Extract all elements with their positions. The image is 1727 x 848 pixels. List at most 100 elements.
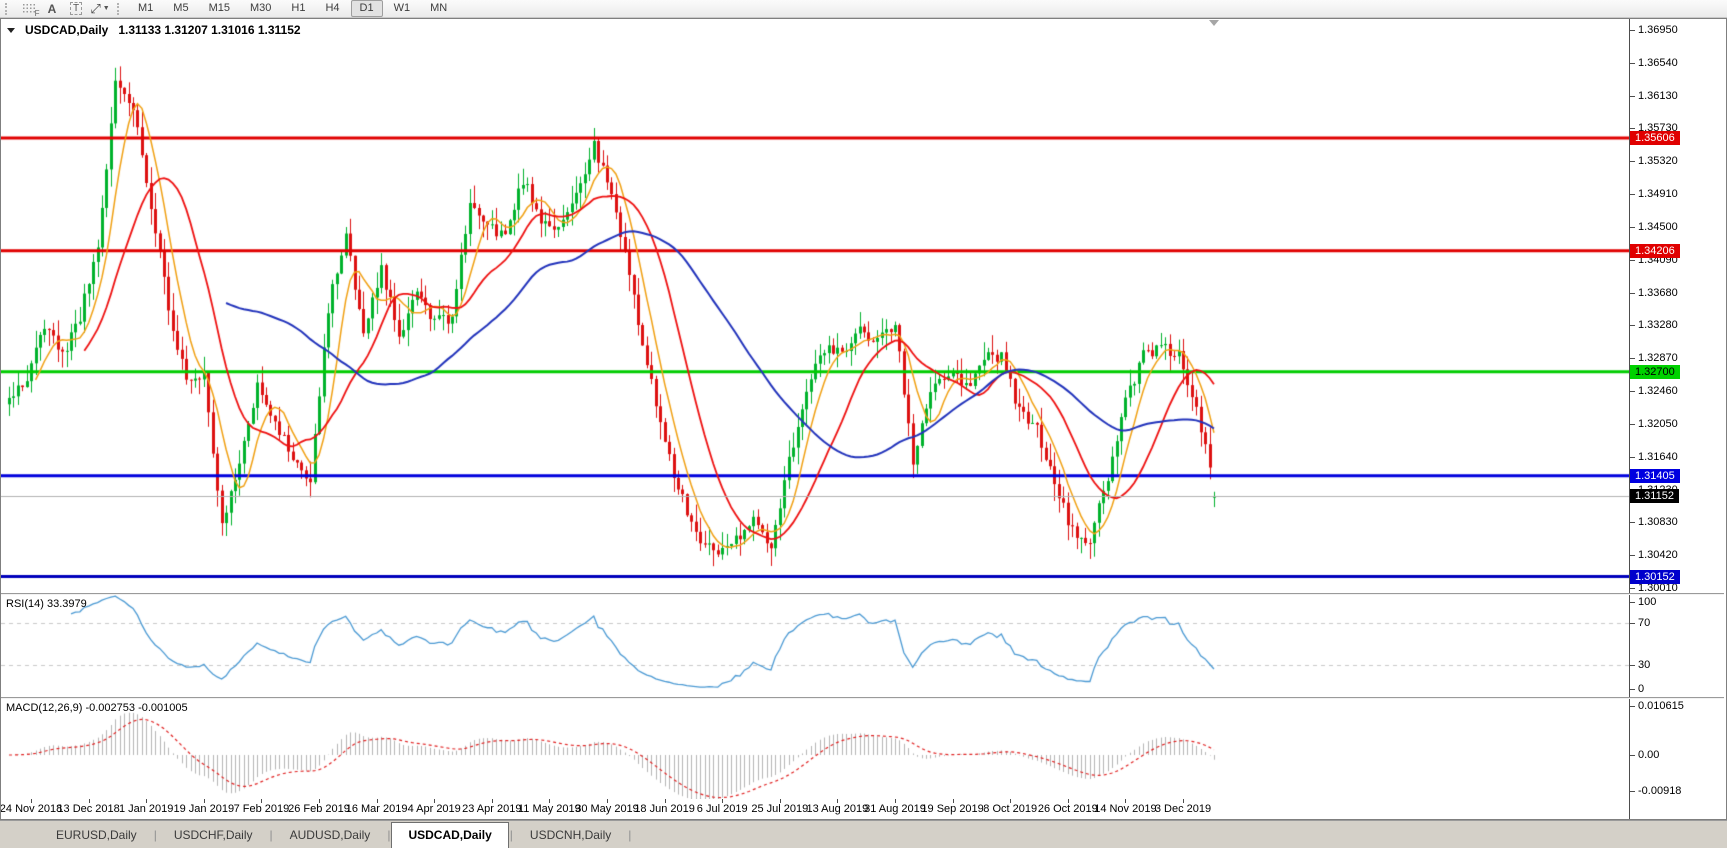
rsi-axis-tick: 30 <box>1630 659 1651 671</box>
price-marker-1.30152: 1.30152 <box>1630 569 1680 584</box>
candlestick-chart[interactable] <box>1 19 1629 593</box>
date-label: 11 May 2019 <box>517 803 581 815</box>
date-label: 25 Jul 2019 <box>751 803 809 815</box>
date-axis[interactable]: 24 Nov 2018 13 Dec 2018 1 Jan 2019 19 Jan 2… <box>1 799 1629 819</box>
date-tick <box>261 799 262 803</box>
date-label: 19 Jan 2019 <box>173 803 235 815</box>
price-axis-tick: 1.32460 <box>1630 385 1678 397</box>
price-axis-tick: 1.30010 <box>1630 581 1678 593</box>
date-tick <box>837 799 838 803</box>
tab-divider: | <box>509 828 513 842</box>
date-label: 8 Oct 2019 <box>983 803 1038 815</box>
date-tick <box>204 799 205 803</box>
rsi-chart[interactable] <box>1 595 1629 697</box>
date-label: 24 Nov 2018 <box>1 803 63 815</box>
timeframe-button-h1[interactable]: H1 <box>291 2 306 14</box>
timeframe-button-d1[interactable]: D1 <box>350 0 383 17</box>
cursor-arrows-icon[interactable]: ⤢ ▼ <box>90 1 110 16</box>
date-label: 26 Oct 2019 <box>1037 803 1098 815</box>
price-axis-tick: 1.31640 <box>1630 450 1678 463</box>
text-label-icon[interactable]: T <box>66 1 86 16</box>
grid-f-icon[interactable]: F <box>18 1 40 18</box>
macd-plot[interactable]: MACD(12,26,9) -0.002753 -0.001005 <box>1 699 1629 799</box>
timeframe-button-m1[interactable]: M1 <box>138 2 154 14</box>
axis-corner <box>1629 799 1724 819</box>
date-tick <box>1068 799 1069 803</box>
price-axis-tick: 1.34910 <box>1630 188 1678 201</box>
date-tick <box>722 799 723 803</box>
tab-divider: | <box>628 828 632 842</box>
macd-chart[interactable] <box>1 699 1629 799</box>
chart-title: USDCAD,Daily 1.31133 1.31207 1.31016 1.3… <box>7 23 301 37</box>
date-label: 6 Jul 2019 <box>696 803 748 815</box>
rsi-plot[interactable]: RSI(14) 33.3979 <box>1 595 1629 697</box>
chart-window: USDCAD,Daily 1.31133 1.31207 1.31016 1.3… <box>0 18 1727 820</box>
price-axis-tick: 1.32050 <box>1630 417 1678 430</box>
rsi-axis-tick: 0 <box>1630 683 1645 695</box>
letter-a-glyph: A <box>47 1 57 16</box>
price-axis-tick: 1.33680 <box>1630 286 1678 299</box>
tab-usdchf[interactable]: USDCHF,Daily <box>173 828 253 842</box>
macd-axis[interactable]: 0.010615 0.00 -0.00918 <box>1629 699 1724 799</box>
tab-eurusd[interactable]: EURUSD,Daily <box>56 828 137 842</box>
macd-axis-tick: 0.010615 <box>1630 700 1684 712</box>
timeframe-button-m30[interactable]: M30 <box>249 2 272 14</box>
tab-usdcad[interactable]: USDCAD,Daily <box>391 822 509 848</box>
rsi-axis[interactable]: 100 70 30 0 <box>1629 595 1724 697</box>
date-label: 4 Apr 2019 <box>407 803 461 815</box>
chart-symbol-label: USDCAD,Daily <box>25 23 109 37</box>
date-tick <box>1125 799 1126 803</box>
date-label: 30 May 2019 <box>575 803 639 815</box>
date-tick <box>953 799 954 803</box>
toolbar-grip-2[interactable] <box>117 2 123 15</box>
timeframe-button-w1[interactable]: W1 <box>393 2 411 14</box>
date-label: 18 Jun 2019 <box>634 803 695 815</box>
price-marker-1.34206: 1.34206 <box>1630 243 1680 258</box>
panel-separator[interactable] <box>1 593 1724 595</box>
date-label: 1 Jan 2019 <box>118 803 174 815</box>
date-label: 31 Aug 2019 <box>864 803 926 815</box>
date-label: 23 Apr 2019 <box>462 803 522 815</box>
date-tick <box>89 799 90 803</box>
date-tick <box>549 799 550 803</box>
price-axis[interactable]: 1.36950 1.36540 1.36130 1.35730 1.35320 1.349… <box>1629 19 1724 593</box>
timeframe-button-m15[interactable]: M15 <box>208 2 230 14</box>
grid-f-glyph: F <box>21 3 40 18</box>
toolbar-grip[interactable] <box>5 2 11 15</box>
tab-audusd[interactable]: AUDUSD,Daily <box>289 828 371 842</box>
rsi-axis-tick: 70 <box>1630 617 1651 629</box>
collapse-triangle-icon[interactable] <box>7 27 15 33</box>
rsi-axis-tick: 100 <box>1630 596 1657 608</box>
letter-t-glyph: T <box>69 2 83 15</box>
date-tick <box>665 799 666 803</box>
timeframe-button-m5[interactable]: M5 <box>173 2 189 14</box>
timeframe-button-h4[interactable]: H4 <box>325 2 340 14</box>
price-axis-tick: 1.36950 <box>1630 24 1678 36</box>
timeframe-button-mn[interactable]: MN <box>430 2 448 14</box>
symbol-tab-bar: EURUSD,Daily | USDCHF,Daily | AUDUSD,Daily | U… <box>0 820 1727 848</box>
rsi-panel: RSI(14) 33.3979 100 70 30 0 <box>1 595 1724 697</box>
price-marker-1.31405: 1.31405 <box>1630 468 1680 483</box>
price-axis-tick: 1.34500 <box>1630 220 1678 233</box>
date-axis-row: 24 Nov 2018 13 Dec 2018 1 Jan 2019 19 Jan 2… <box>1 799 1724 819</box>
date-tick <box>31 799 32 803</box>
rsi-label: RSI(14) 33.3979 <box>6 598 87 610</box>
price-axis-tick: 1.30420 <box>1630 549 1678 562</box>
price-marker-1.35606: 1.35606 <box>1630 131 1680 146</box>
price-plot[interactable]: USDCAD,Daily 1.31133 1.31207 1.31016 1.3… <box>1 19 1629 593</box>
date-tick <box>146 799 147 803</box>
date-tick <box>607 799 608 803</box>
date-tick <box>895 799 896 803</box>
date-tick <box>1183 799 1184 803</box>
price-panel: USDCAD,Daily 1.31133 1.31207 1.31016 1.3… <box>1 19 1724 593</box>
date-tick <box>780 799 781 803</box>
timeframe-group: M1 M5 M15 M30 H1 H4 D1 W1 MN <box>128 0 457 17</box>
text-a-icon[interactable]: A <box>42 1 62 16</box>
dropdown-chevron-icon[interactable]: ▼ <box>102 5 110 12</box>
diagonal-arrows-glyph: ⤢ <box>90 1 101 16</box>
chart-shift-marker-icon[interactable] <box>1209 20 1219 26</box>
price-axis-tick: 1.30830 <box>1630 516 1678 529</box>
tab-usdcnh[interactable]: USDCNH,Daily <box>529 828 612 842</box>
panel-separator-2[interactable] <box>1 697 1724 699</box>
